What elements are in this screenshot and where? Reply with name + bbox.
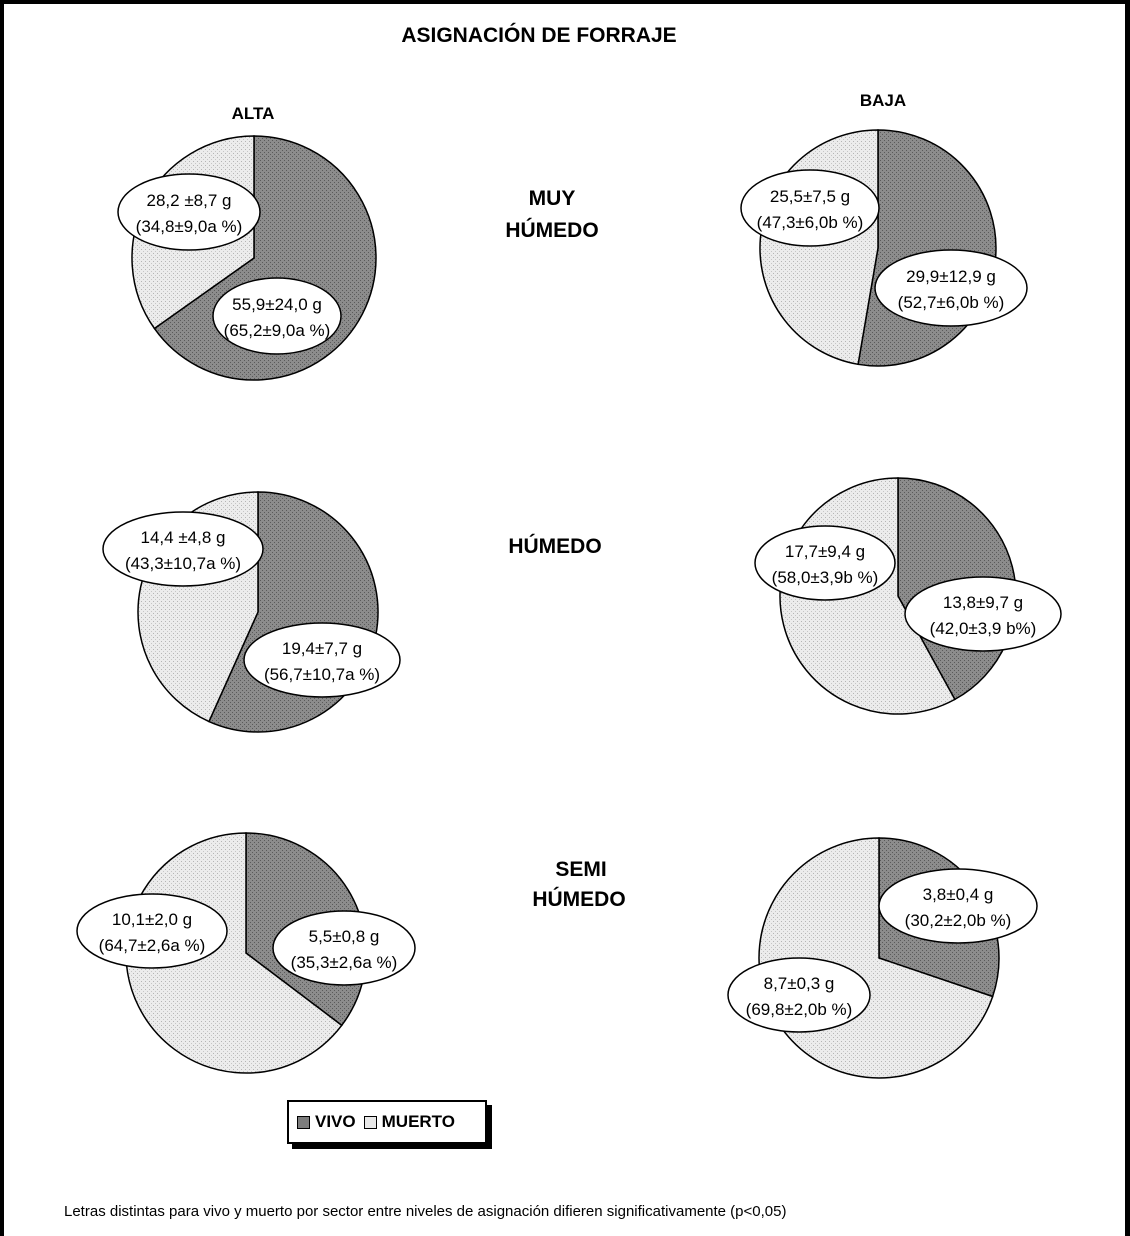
footnote: Letras distintas para vivo y muerto por … [64, 1203, 787, 1220]
data-label-bubble-vivo-baja-húmedo [904, 576, 1062, 652]
data-label-muerto-alta-muy-húmedo-line2: (34,8±9,0a %) [136, 217, 243, 236]
pies-layer: 55,9±24,0 g (65,2±9,0a %) 28,2 ±8,7 g (34,8… [76, 129, 1062, 1079]
column-header-baja: BAJA [860, 91, 906, 110]
data-label-vivo-alta-muy-húmedo-line2: (65,2±9,0a %) [224, 321, 331, 340]
data-label-vivo-alta-muy-húmedo-line1: 55,9±24,0 g [232, 295, 322, 314]
legend-swatch-vivo [297, 1115, 310, 1129]
data-label-muerto-baja-muy-húmedo-line1: 25,5±7,5 g [770, 187, 850, 206]
data-label-muerto-baja-semi-húmedo-line1: 8,7±0,3 g [764, 974, 835, 993]
pie-slice-vivo-baja-muy-húmedo [857, 129, 997, 367]
data-label-bubble-vivo-alta-muy-húmedo [212, 277, 342, 355]
legend-label-muerto: MUERTO [381, 1112, 455, 1131]
data-label-bubble-muerto-baja-húmedo [754, 525, 896, 601]
pie-baja-muy-húmedo: 29,9±12,9 g (52,7±6,0b %) 25,5±7,5 g (47,3±… [740, 129, 1028, 367]
data-label-vivo-baja-muy-húmedo-line2: (52,7±6,0b %) [898, 293, 1005, 312]
pie-alta-húmedo: 19,4±7,7 g (56,7±10,7a %) 14,4 ±4,8 g (43,3… [102, 491, 401, 733]
data-label-vivo-alta-húmedo-line1: 19,4±7,7 g [282, 639, 362, 658]
data-label-muerto-alta-semi-húmedo-line2: (64,7±2,6a %) [99, 936, 206, 955]
data-label-vivo-baja-semi-húmedo-line1: 3,8±0,4 g [923, 885, 994, 904]
data-label-bubble-vivo-baja-semi-húmedo [878, 868, 1038, 944]
pie-slice-muerto-baja-muy-húmedo [759, 129, 879, 366]
data-label-muerto-baja-húmedo-line2: (58,0±3,9b %) [772, 568, 879, 587]
data-label-bubble-muerto-baja-semi-húmedo [727, 957, 871, 1033]
data-label-bubble-muerto-alta-húmedo [102, 511, 264, 587]
data-label-bubble-muerto-baja-muy-húmedo [740, 169, 880, 247]
pie-alta-muy-húmedo: 55,9±24,0 g (65,2±9,0a %) 28,2 ±8,7 g (34,8… [117, 135, 377, 381]
pie-baja-húmedo: 13,8±9,7 g (42,0±3,9 b%) 17,7±9,4 g (58,0±3… [754, 477, 1062, 715]
pie-alta-semi-húmedo: 5,5±0,8 g (35,3±2,6a %) 10,1±2,0 g (64,7±2,… [76, 832, 416, 1074]
row-label-muy-humedo-line1: MUY [529, 187, 576, 210]
row-label-humedo: HÚMEDO [508, 534, 601, 558]
data-label-bubble-vivo-alta-semi-húmedo [272, 910, 416, 986]
data-label-vivo-alta-semi-húmedo-line1: 5,5±0,8 g [309, 927, 380, 946]
data-label-bubble-muerto-alta-semi-húmedo [76, 893, 228, 969]
data-label-muerto-baja-muy-húmedo-line2: (47,3±6,0b %) [757, 213, 864, 232]
data-label-muerto-alta-semi-húmedo-line1: 10,1±2,0 g [112, 910, 192, 929]
pie-slice-muerto-alta-semi-húmedo [125, 832, 343, 1074]
data-label-muerto-alta-húmedo-line2: (43,3±10,7a %) [125, 554, 241, 573]
data-label-muerto-alta-húmedo-line1: 14,4 ±4,8 g [141, 528, 226, 547]
data-label-vivo-alta-semi-húmedo-line2: (35,3±2,6a %) [291, 953, 398, 972]
pie-baja-semi-húmedo: 3,8±0,4 g (30,2±2,0b %) 8,7±0,3 g (69,8±2,0… [727, 837, 1038, 1079]
data-label-bubble-vivo-baja-muy-húmedo [874, 249, 1028, 327]
row-label-semi-humedo-line1: SEMI [555, 858, 606, 881]
data-label-vivo-alta-húmedo-line2: (56,7±10,7a %) [264, 665, 380, 684]
data-label-muerto-alta-muy-húmedo-line1: 28,2 ±8,7 g [147, 191, 232, 210]
legend-swatch-muerto [363, 1115, 377, 1129]
data-label-muerto-baja-semi-húmedo-line2: (69,8±2,0b %) [746, 1000, 853, 1019]
data-label-muerto-baja-húmedo-line1: 17,7±9,4 g [785, 542, 865, 561]
data-label-vivo-baja-húmedo-line2: (42,0±3,9 b%) [930, 619, 1037, 638]
row-label-semi-humedo-line2: HÚMEDO [532, 887, 625, 911]
data-label-vivo-baja-húmedo-line1: 13,8±9,7 g [943, 593, 1023, 612]
data-label-vivo-baja-muy-húmedo-line1: 29,9±12,9 g [906, 267, 996, 286]
data-label-bubble-muerto-alta-muy-húmedo [117, 173, 261, 251]
chart-title: ASIGNACIÓN DE FORRAJE [401, 23, 676, 47]
legend: VIVO MUERTO [287, 1100, 487, 1144]
legend-label-vivo: VIVO [315, 1112, 356, 1131]
column-header-alta: ALTA [232, 104, 275, 123]
data-label-vivo-baja-semi-húmedo-line2: (30,2±2,0b %) [905, 911, 1012, 930]
row-label-muy-humedo-line2: HÚMEDO [505, 218, 598, 242]
data-label-bubble-vivo-alta-húmedo [243, 622, 401, 698]
